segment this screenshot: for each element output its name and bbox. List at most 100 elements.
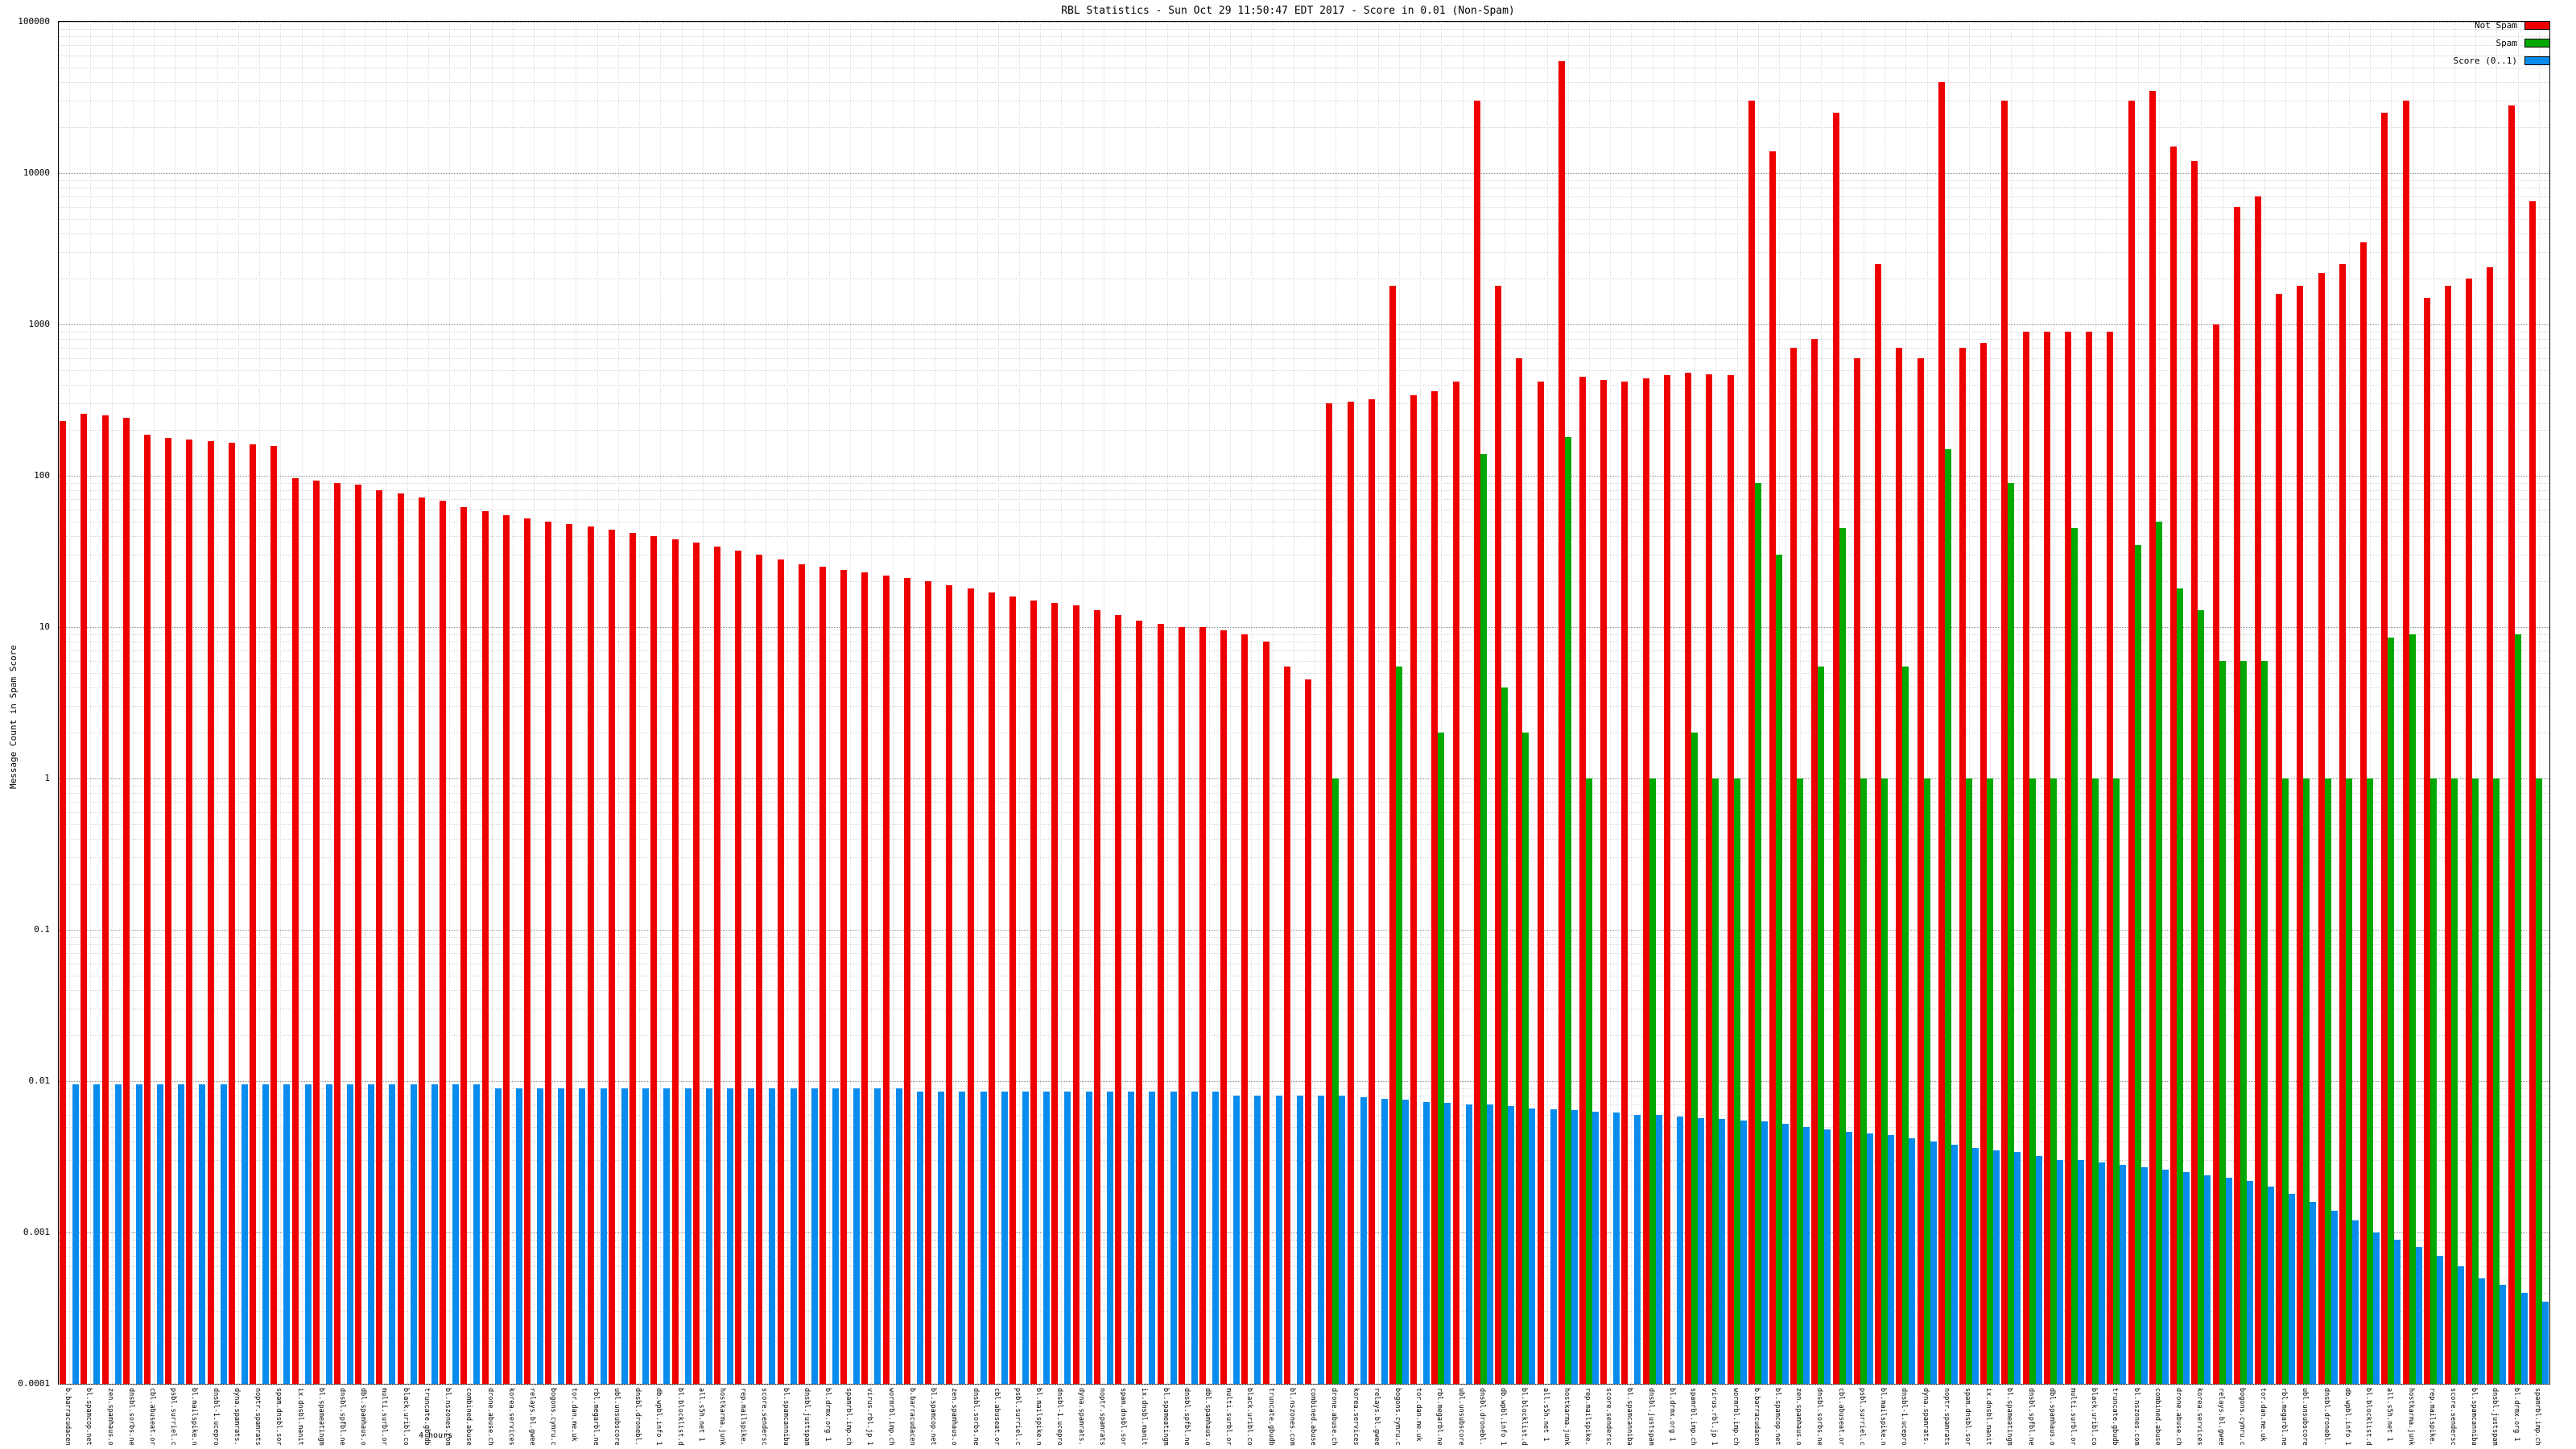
- minor-gridline: [59, 535, 2549, 537]
- bar-spam: [1585, 778, 1592, 1384]
- bar-not-spam: [967, 588, 974, 1384]
- bar-score-0-1: [1676, 1117, 1683, 1384]
- bar-spam: [2134, 544, 2141, 1384]
- bar-not-spam: [312, 480, 320, 1384]
- category-gridline: [1356, 22, 1358, 1384]
- bar-score-0-1: [959, 1092, 966, 1384]
- minor-gridline: [59, 403, 2549, 405]
- bar-score-0-1: [1275, 1096, 1282, 1384]
- minor-gridline: [59, 672, 2549, 674]
- minor-gridline: [59, 28, 2549, 30]
- bar-not-spam: [122, 417, 130, 1384]
- bar-score-0-1: [1888, 1135, 1895, 1384]
- bar-score-0-1: [2373, 1232, 2380, 1384]
- bar-score-0-1: [1571, 1110, 1578, 1384]
- bar-not-spam: [840, 569, 848, 1384]
- bar-not-spam: [1896, 348, 1903, 1384]
- x-tick-label: dyna.spamrats.com 1 hour: [232, 1388, 241, 1446]
- bar-not-spam: [2065, 331, 2072, 1384]
- legend-label-spam: Spam: [2496, 37, 2518, 48]
- bar-score-0-1: [262, 1084, 270, 1384]
- minor-gridline: [59, 1239, 2549, 1241]
- legend: Not Spam Spam Score (0..1): [2454, 16, 2550, 69]
- bar-not-spam: [1727, 375, 1734, 1384]
- bar-score-0-1: [2458, 1265, 2464, 1384]
- category-gridline: [786, 22, 788, 1384]
- bar-not-spam: [418, 497, 425, 1384]
- bar-spam: [1902, 666, 1909, 1384]
- category-gridline: [1631, 22, 1633, 1384]
- bar-spam: [1522, 733, 1530, 1384]
- x-tick-label: score.senderscore.com originip 1 hour: [2449, 1388, 2457, 1446]
- category-gridline: [597, 22, 598, 1384]
- x-tick-label: spam.dnsbl.sorbs.net 1 hour: [1963, 1388, 1971, 1446]
- x-tick-label: black.uribl.com 1 hour: [1245, 1388, 1254, 1446]
- x-tick-label: bl.spameatingmonkey.net 1 hour: [2005, 1388, 2013, 1446]
- x-tick-label: ix.dnsbl.manitu.net 2 hours: [1140, 1388, 1149, 1446]
- bar-not-spam: [1642, 378, 1649, 1384]
- x-tick-label: bl.mailspike.net 1 hour: [1879, 1388, 1888, 1446]
- bar-not-spam: [1748, 101, 1755, 1384]
- bar-not-spam: [2445, 286, 2451, 1384]
- bar-spam: [2155, 521, 2162, 1384]
- x-tick-label: bl.nszones.com 1 hour: [2132, 1388, 2140, 1446]
- bar-score-0-1: [1001, 1092, 1008, 1384]
- category-gridline: [1588, 22, 1590, 1384]
- x-tick-label: relays.bl.gweep.ca 1 hour: [527, 1388, 536, 1446]
- bar-score-0-1: [304, 1084, 312, 1384]
- category-gridline: [1209, 22, 1210, 1384]
- bar-not-spam: [2255, 196, 2262, 1384]
- bar-score-0-1: [1444, 1102, 1451, 1384]
- minor-gridline: [59, 884, 2549, 886]
- bar-score-0-1: [368, 1084, 375, 1384]
- minor-gridline: [59, 660, 2549, 662]
- bar-score-0-1: [874, 1088, 881, 1384]
- bar-score-0-1: [1508, 1106, 1515, 1384]
- x-tick-label: dnsbl.spfbl.net 4 hours: [337, 1388, 346, 1446]
- major-gridline: [59, 627, 2549, 628]
- bar-spam: [1839, 528, 1846, 1384]
- category-gridline: [871, 22, 873, 1384]
- x-tick-label: korea.services.net 4 hours: [1351, 1388, 1360, 1446]
- x-tick-label: dnsbl.justspam.org 4 hours: [2491, 1388, 2500, 1446]
- x-tick-label: dnsbl.spfbl.net originip 1 hour: [1183, 1388, 1191, 1446]
- category-gridline: [1272, 22, 1274, 1384]
- bar-spam: [1987, 778, 1994, 1384]
- minor-gridline: [59, 824, 2549, 825]
- minor-gridline: [59, 857, 2549, 859]
- bar-spam: [1712, 778, 1719, 1384]
- x-tick-label: dnsbl.justspam.org 2 hours: [1646, 1388, 1655, 1446]
- bar-score-0-1: [1613, 1113, 1620, 1384]
- minor-gridline: [59, 180, 2549, 181]
- bar-score-0-1: [93, 1084, 101, 1384]
- x-tick-label: bl.spamcannibal.org 1 hour: [781, 1388, 790, 1446]
- x-tick-label: multi.surbl.org 4 hours: [1224, 1388, 1233, 1446]
- bar-score-0-1: [2035, 1156, 2042, 1384]
- bar-not-spam: [1241, 634, 1249, 1384]
- x-tick-label: korea.services.net originip 1 hour: [2195, 1388, 2203, 1446]
- minor-gridline: [59, 1338, 2549, 1340]
- major-gridline: [59, 1384, 2549, 1385]
- x-tick-label: bl.mailspike.net 1 hour: [1034, 1388, 1043, 1446]
- x-tick-label: noptr.spamrats.com 4 hours: [1097, 1388, 1106, 1446]
- category-gridline: [2285, 22, 2287, 1384]
- y-tick-label: 0.001: [23, 1227, 50, 1237]
- bar-not-spam: [2487, 266, 2494, 1384]
- x-tick-label: drone.abuse.ch 1 hour: [1330, 1388, 1339, 1446]
- bar-not-spam: [2339, 264, 2346, 1384]
- x-tick-label: ix.dnsbl.manitu.net originip 1 hour: [296, 1388, 304, 1446]
- minor-gridline: [59, 339, 2549, 341]
- bar-score-0-1: [2479, 1278, 2486, 1384]
- category-gridline: [1610, 22, 1612, 1384]
- legend-item-spam: Spam: [2454, 34, 2550, 52]
- minor-gridline: [59, 811, 2549, 813]
- bar-spam: [1797, 778, 1804, 1384]
- major-gridline: [59, 1081, 2549, 1082]
- minor-gridline: [59, 1311, 2549, 1313]
- x-tick-label: wormrbl.imp.ch 2 hours: [886, 1388, 895, 1446]
- x-tick-label: virus.rbl.jp 1 hour: [865, 1388, 874, 1446]
- y-tick-label: 10000: [23, 167, 50, 178]
- category-gridline: [1040, 22, 1042, 1384]
- bar-not-spam: [333, 482, 341, 1384]
- bar-not-spam: [946, 584, 953, 1384]
